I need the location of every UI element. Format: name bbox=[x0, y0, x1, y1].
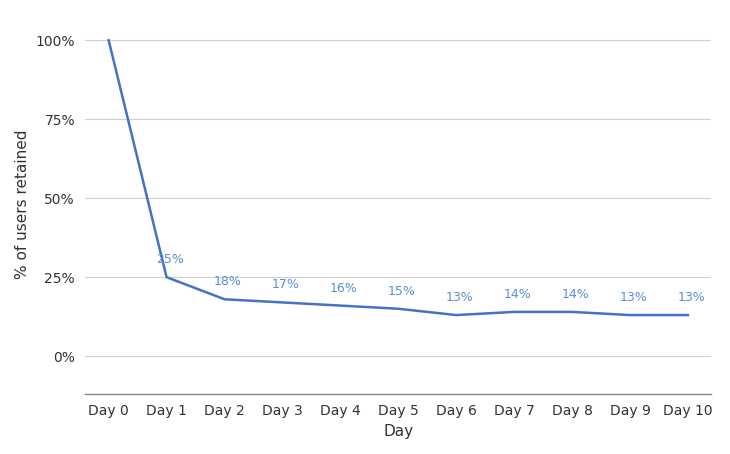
Text: 15%: 15% bbox=[388, 285, 416, 298]
X-axis label: Day: Day bbox=[383, 424, 413, 439]
Y-axis label: % of users retained: % of users retained bbox=[15, 130, 30, 279]
Text: 14%: 14% bbox=[561, 288, 589, 301]
Text: 13%: 13% bbox=[620, 291, 648, 304]
Text: 14%: 14% bbox=[504, 288, 531, 301]
Text: 13%: 13% bbox=[677, 291, 705, 304]
Text: 17%: 17% bbox=[272, 278, 300, 291]
Text: 25%: 25% bbox=[156, 253, 184, 266]
Text: 13%: 13% bbox=[446, 291, 474, 304]
Text: 18%: 18% bbox=[214, 275, 242, 288]
Text: 16%: 16% bbox=[330, 281, 358, 295]
